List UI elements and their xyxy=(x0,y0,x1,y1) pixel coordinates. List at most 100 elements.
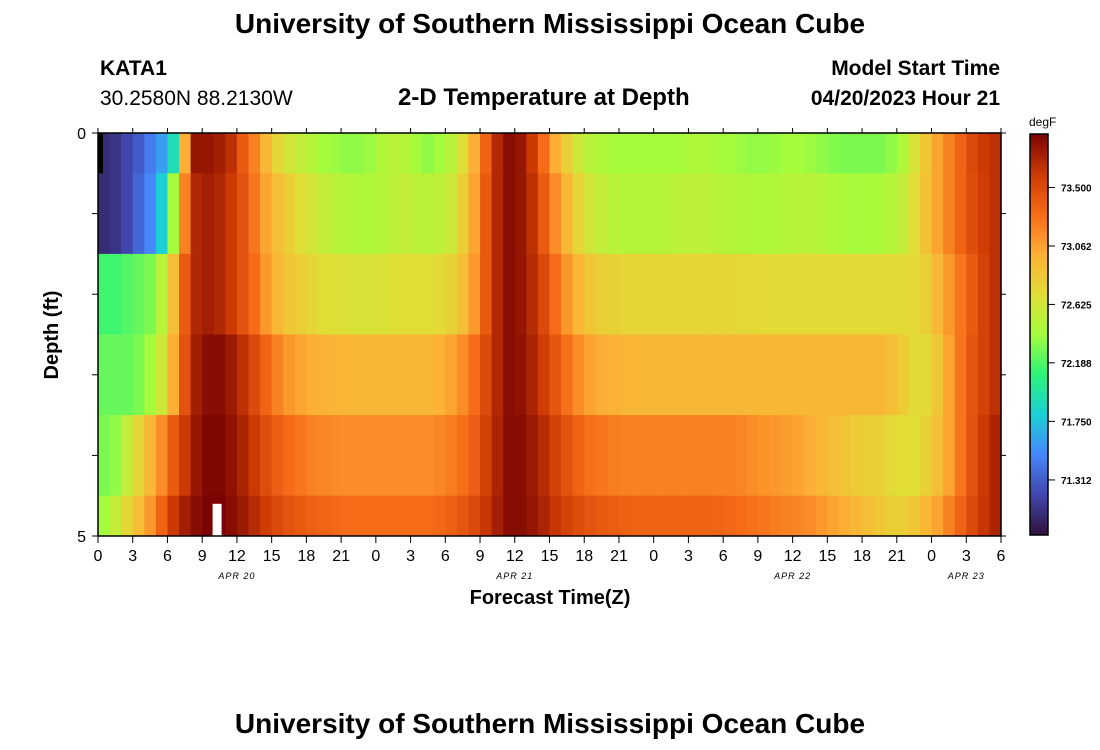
heatmap-cell xyxy=(329,133,342,174)
heatmap-cell xyxy=(341,334,354,416)
heatmap-cell xyxy=(364,495,377,537)
heatmap-cell xyxy=(734,334,747,416)
heatmap-cell xyxy=(433,334,446,416)
heatmap-cell xyxy=(352,415,365,497)
heatmap-cell xyxy=(734,133,747,174)
heatmap-cell xyxy=(121,334,134,416)
heatmap-cell xyxy=(294,334,307,416)
x-tick-label: 0 xyxy=(371,548,380,565)
heatmap-cell xyxy=(341,253,354,335)
heatmap-cell xyxy=(676,334,690,416)
heatmap-cell xyxy=(341,495,354,537)
heatmap-cell xyxy=(630,334,643,416)
heatmap-cell xyxy=(908,334,921,416)
heatmap-cell xyxy=(723,253,736,335)
heatmap-cell xyxy=(966,415,979,497)
heatmap-cell xyxy=(850,173,863,255)
heatmap-cell xyxy=(294,173,307,255)
heatmap-cell xyxy=(225,253,238,335)
heatmap-cell xyxy=(375,133,389,174)
heatmap-cell xyxy=(746,133,759,174)
heatmap-cell xyxy=(109,415,122,497)
heatmap-cell xyxy=(144,415,157,497)
heatmap-cell xyxy=(306,495,319,537)
heatmap-cell xyxy=(480,334,493,416)
heatmap-cell xyxy=(873,173,886,255)
heatmap-cell xyxy=(236,334,250,416)
x-tick-label: 15 xyxy=(541,548,559,565)
heatmap-cell xyxy=(190,253,203,335)
heatmap-cell xyxy=(399,334,412,416)
heatmap-cell xyxy=(260,415,273,497)
heatmap-cell xyxy=(885,495,898,537)
heatmap-cell xyxy=(225,173,238,255)
heatmap-cell xyxy=(503,173,516,255)
heatmap-cell xyxy=(468,495,481,537)
heatmap-cell xyxy=(711,415,724,497)
heatmap-cell xyxy=(607,495,620,537)
x-tick-label: 9 xyxy=(753,548,762,565)
colorbar-tick-label: 73.062 xyxy=(1061,242,1092,253)
heatmap-cell xyxy=(827,495,840,537)
heatmap-cell xyxy=(225,415,238,497)
heatmap-cell xyxy=(642,133,655,174)
heatmap-cell xyxy=(885,415,898,497)
heatmap-cell xyxy=(456,133,470,174)
heatmap-cell xyxy=(503,133,516,174)
heatmap-cell xyxy=(132,253,145,335)
heatmap-cell xyxy=(815,334,828,416)
heatmap-cell xyxy=(781,415,794,497)
heatmap-cell xyxy=(260,133,273,174)
heatmap-cell xyxy=(862,173,875,255)
heatmap-cell xyxy=(468,415,481,497)
heatmap-cell xyxy=(989,415,1002,497)
heatmap-cell xyxy=(283,415,296,497)
heatmap-cell xyxy=(896,415,909,497)
heatmap-cell xyxy=(294,495,307,537)
date-label: APR 21 xyxy=(495,571,533,581)
heatmap-cell xyxy=(179,173,192,255)
heatmap-cell xyxy=(179,133,192,174)
heatmap-cell xyxy=(804,253,817,335)
heatmap-cell xyxy=(179,253,192,335)
heatmap-cell xyxy=(352,334,365,416)
heatmap-cell xyxy=(688,334,701,416)
x-tick-label: 3 xyxy=(406,548,415,565)
heatmap-cell xyxy=(931,253,944,335)
heatmap-cell xyxy=(491,133,504,174)
heatmap-cell xyxy=(283,334,296,416)
heatmap-cell xyxy=(445,173,458,255)
heatmap-cell xyxy=(248,495,261,537)
heatmap-cell xyxy=(850,133,863,174)
station-id: KATA1 xyxy=(100,57,167,80)
heatmap-cell xyxy=(306,334,319,416)
heatmap-cell xyxy=(306,253,319,335)
heatmap-cell xyxy=(700,334,713,416)
heatmap-cell xyxy=(862,334,875,416)
heatmap-cell xyxy=(317,415,331,497)
heatmap-cell xyxy=(294,253,307,335)
heatmap-cell xyxy=(827,133,840,174)
heatmap-cell xyxy=(885,133,898,174)
heatmap-cell xyxy=(781,495,794,537)
heatmap-cell xyxy=(792,415,805,497)
heatmap-cell xyxy=(537,495,551,537)
heatmap-cell xyxy=(433,415,446,497)
heatmap-cell xyxy=(989,495,1002,537)
heatmap-cell xyxy=(468,334,481,416)
heatmap-cell xyxy=(271,133,284,174)
heatmap-cell xyxy=(850,495,863,537)
heatmap-cell xyxy=(850,415,863,497)
heatmap-cell xyxy=(943,495,956,537)
heatmap-cell xyxy=(410,173,423,255)
heatmap-cell xyxy=(653,173,666,255)
heatmap-cell xyxy=(618,133,632,174)
heatmap-cell xyxy=(769,415,782,497)
heatmap-cell xyxy=(121,253,134,335)
heatmap-cell xyxy=(514,133,527,174)
heatmap-cell xyxy=(700,173,713,255)
heatmap-cell xyxy=(572,415,585,497)
heatmap-cell xyxy=(549,173,562,255)
heatmap-cell xyxy=(943,415,956,497)
heatmap-cell xyxy=(653,495,666,537)
